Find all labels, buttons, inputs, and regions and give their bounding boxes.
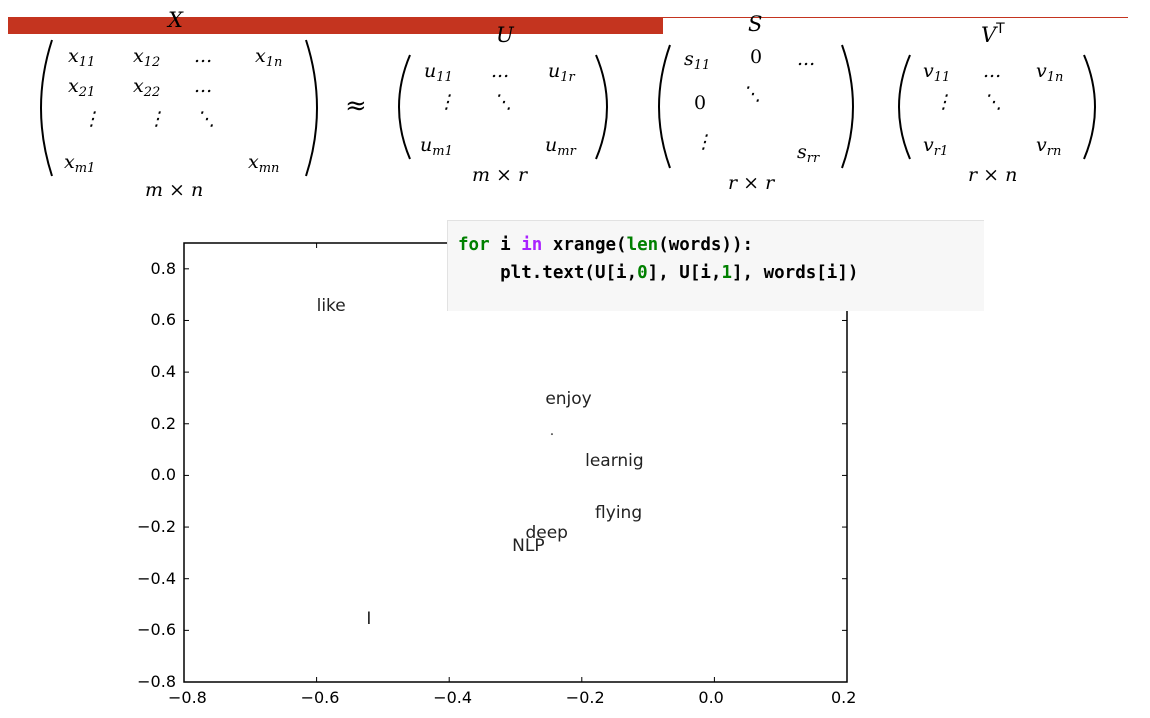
word-point-label: NLP xyxy=(512,536,545,557)
matrix-cell: ... xyxy=(194,45,213,67)
word-point-label: like xyxy=(316,296,346,317)
u-left-paren xyxy=(398,54,411,160)
matrix-cell: ⋮ xyxy=(934,91,953,113)
matrix-cell: ... xyxy=(491,60,510,82)
matrix-cell: ⋱ xyxy=(196,108,215,130)
matrix-cell: ... xyxy=(194,75,213,97)
matrix-cell: vrn xyxy=(1036,134,1062,159)
keyword-for: for xyxy=(458,235,490,255)
matrix-x-dim: m × n xyxy=(145,179,204,201)
y-tick-label: −0.6 xyxy=(137,620,176,640)
matrix-cell: s11 xyxy=(684,48,711,73)
code-text: plt.text(U[i, xyxy=(458,263,638,283)
matrix-u-dim: m × r xyxy=(472,164,528,186)
code-text: ], words[i]) xyxy=(731,263,859,283)
matrix-cell: ⋮ xyxy=(694,131,713,153)
matrix-x-title-text: X xyxy=(168,0,183,31)
matrix-cell: ⋮ xyxy=(82,108,101,130)
x-tick-label: −0.6 xyxy=(300,688,340,707)
matrix-cell: x12 xyxy=(133,45,161,70)
v-right-paren xyxy=(1083,54,1096,160)
y-tick-label: 0.6 xyxy=(150,310,176,330)
matrix-v-dim: r × n xyxy=(968,164,1018,186)
matrix-cell: umr xyxy=(545,134,576,159)
matrix-cell: um1 xyxy=(420,134,453,159)
x-tick-label: 0.0 xyxy=(698,688,724,707)
matrix-cell: vr1 xyxy=(923,134,949,159)
matrix-cell: ⋱ xyxy=(983,91,1002,113)
matrix-v-title-text: V xyxy=(981,23,997,47)
matrix-cell: u11 xyxy=(424,60,453,85)
y-tick-label: −0.8 xyxy=(137,672,176,691)
approx-symbol: ≈ xyxy=(345,91,367,121)
s-right-paren xyxy=(841,44,854,169)
x-right-paren xyxy=(305,39,318,177)
matrix-cell: x21 xyxy=(68,75,96,100)
matrix-s-title: S xyxy=(748,12,763,36)
builtin-len: len xyxy=(626,235,659,255)
x-tick-label: −0.4 xyxy=(433,688,473,707)
header-rule xyxy=(663,17,1128,18)
matrix-cell: xmn xyxy=(248,151,280,176)
matrix-cell: xm1 xyxy=(64,151,96,176)
matrix-cell: ... xyxy=(983,60,1002,82)
matrix-cell: x1n xyxy=(255,45,283,70)
code-line-1: for i in xrange(len(words)): xyxy=(458,235,753,255)
code-line-2: plt.text(U[i,0], U[i,1], words[i]) xyxy=(458,263,858,283)
word-point-label: I xyxy=(366,608,372,629)
matrix-parentheses xyxy=(40,39,1096,177)
matrix-cell: x11 xyxy=(68,45,96,70)
matrix-cell: srr xyxy=(797,141,820,166)
data-point-marker xyxy=(550,433,553,436)
code-cell[interactable]: for i in xrange(len(words)): plt.text(U[… xyxy=(447,220,984,311)
y-tick-label: −0.4 xyxy=(137,568,176,588)
code-number: 0 xyxy=(637,263,648,283)
y-tick-label: 0.0 xyxy=(150,465,176,485)
v-left-paren xyxy=(898,54,911,160)
x-left-paren xyxy=(40,39,53,177)
x-tick-label: −0.2 xyxy=(565,688,605,707)
code-number: 1 xyxy=(721,263,732,283)
y-tick-label: −0.2 xyxy=(137,517,176,537)
matrix-cell: ⋮ xyxy=(437,91,456,113)
matrix-s-dim: r × r xyxy=(728,172,775,194)
matrix-cell: 0 xyxy=(694,92,707,114)
matrix-cell: ⋱ xyxy=(742,83,761,105)
transpose-superscript: T xyxy=(996,21,1005,37)
y-tick-label: 0.2 xyxy=(150,413,176,433)
code-text: ], U[i, xyxy=(647,263,722,283)
word-point-label: enjoy xyxy=(545,389,592,410)
code-text: (words)): xyxy=(658,235,754,255)
matrix-cell: v1n xyxy=(1036,60,1064,85)
x-tick-label: 0.2 xyxy=(831,688,857,707)
matrix-x-title: X xyxy=(168,0,183,31)
matrix-v-title: VT xyxy=(981,22,1005,47)
word-point-label: flying xyxy=(595,502,643,523)
s-left-paren xyxy=(658,44,671,169)
matrix-u-title: U xyxy=(496,23,514,47)
word-point-label: learnig xyxy=(585,451,644,472)
code-text: xrange( xyxy=(542,235,627,255)
matrix-cell: ⋮ xyxy=(147,108,166,130)
matrix-cell: 0 xyxy=(750,46,763,68)
u-right-paren xyxy=(595,54,608,160)
y-tick-label: 0.4 xyxy=(150,362,176,382)
matrix-cell: ... xyxy=(797,48,816,70)
matrix-cell: x22 xyxy=(133,75,161,100)
matrix-cell: v11 xyxy=(923,60,951,85)
word-point-label: deep xyxy=(525,523,568,544)
code-var: i xyxy=(489,235,522,255)
keyword-in: in xyxy=(521,235,543,255)
matrix-cell: u1r xyxy=(548,60,575,85)
x-tick-label: −0.8 xyxy=(168,688,207,707)
y-tick-label: 0.8 xyxy=(150,258,176,278)
matrix-cell: ⋱ xyxy=(493,91,512,113)
